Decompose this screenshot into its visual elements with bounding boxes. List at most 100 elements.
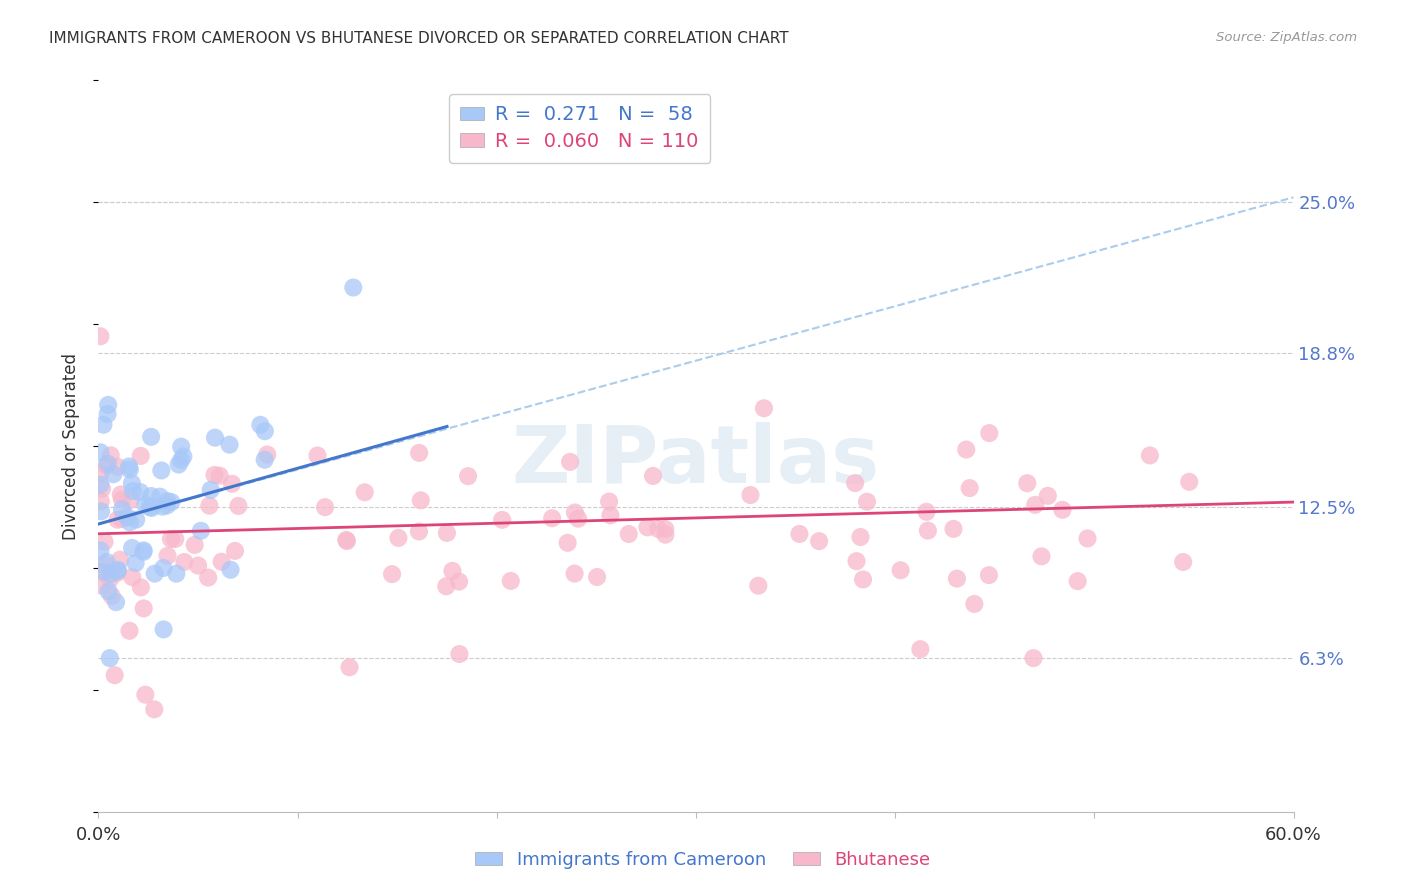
Point (122, 484, 145, 499)
Point (228, 499, 250, 513)
Point (335, 533, 357, 547)
Point (170, 440, 193, 454)
Point (219, 563, 242, 577)
Point (617, 527, 640, 541)
Point (198, 499, 221, 513)
Point (200, 483, 222, 497)
Point (915, 505, 938, 519)
Point (152, 623, 174, 637)
Point (143, 702, 166, 716)
Point (449, 574, 471, 589)
Point (253, 452, 276, 467)
Point (96, 555, 118, 569)
Point (118, 624, 141, 638)
Point (224, 544, 246, 558)
Point (134, 498, 156, 512)
Point (124, 556, 146, 570)
Point (852, 573, 875, 587)
Point (959, 481, 981, 495)
Point (129, 581, 152, 595)
Point (105, 595, 128, 609)
Point (449, 647, 471, 661)
Point (1017, 476, 1039, 491)
Point (121, 570, 143, 584)
Point (307, 449, 329, 463)
Point (564, 506, 586, 520)
Point (96, 458, 118, 473)
Point (1066, 574, 1088, 589)
Point (1031, 549, 1053, 564)
Text: Source: ZipAtlas.com: Source: ZipAtlas.com (1216, 31, 1357, 45)
Point (141, 500, 163, 515)
Point (942, 522, 965, 536)
Point (204, 467, 226, 482)
Point (90, 494, 112, 508)
Point (221, 476, 243, 491)
Point (89, 477, 111, 491)
Point (339, 660, 361, 674)
Point (654, 522, 676, 536)
Point (183, 538, 205, 552)
Point (955, 442, 977, 457)
Point (152, 561, 174, 575)
Point (132, 543, 155, 558)
Point (91, 482, 114, 496)
Point (1022, 651, 1045, 665)
Point (117, 510, 139, 524)
Point (121, 541, 143, 555)
Point (249, 417, 271, 432)
Point (141, 430, 163, 444)
Point (1139, 449, 1161, 463)
Point (1076, 532, 1098, 546)
Point (121, 476, 143, 491)
Point (558, 455, 581, 469)
Point (641, 469, 664, 483)
Point (890, 563, 912, 577)
Point (436, 525, 458, 540)
Point (917, 524, 939, 538)
Text: ZIPatlas: ZIPatlas (512, 422, 880, 500)
Point (434, 579, 457, 593)
Point (499, 574, 522, 588)
Point (156, 494, 179, 508)
Point (457, 469, 479, 483)
Point (94, 558, 117, 572)
Point (747, 579, 769, 593)
Point (118, 462, 141, 476)
Point (387, 531, 409, 545)
Point (118, 493, 141, 508)
Point (977, 568, 1000, 582)
Point (856, 494, 879, 508)
Point (150, 463, 173, 477)
Point (218, 438, 240, 452)
Point (173, 555, 195, 569)
Legend: Immigrants from Cameroon, Bhutanese: Immigrants from Cameroon, Bhutanese (468, 844, 938, 876)
Point (165, 566, 187, 581)
Point (963, 597, 986, 611)
Point (598, 494, 620, 508)
Point (441, 564, 464, 578)
Point (129, 485, 152, 500)
Point (94, 566, 117, 581)
Point (353, 485, 375, 500)
Point (108, 552, 131, 566)
Point (342, 280, 364, 294)
Point (1178, 475, 1201, 489)
Point (160, 495, 183, 509)
Point (409, 493, 432, 508)
Point (1024, 498, 1046, 512)
Point (740, 488, 762, 502)
Point (118, 459, 141, 474)
Point (211, 555, 233, 569)
Point (156, 549, 179, 563)
Point (979, 426, 1001, 441)
Point (107, 566, 129, 580)
Point (647, 522, 669, 536)
Point (808, 534, 831, 549)
Point (138, 500, 160, 514)
Point (107, 513, 129, 527)
Point (170, 453, 193, 467)
Point (1052, 503, 1074, 517)
Point (208, 468, 231, 483)
Y-axis label: Divorced or Separated: Divorced or Separated (62, 352, 80, 540)
